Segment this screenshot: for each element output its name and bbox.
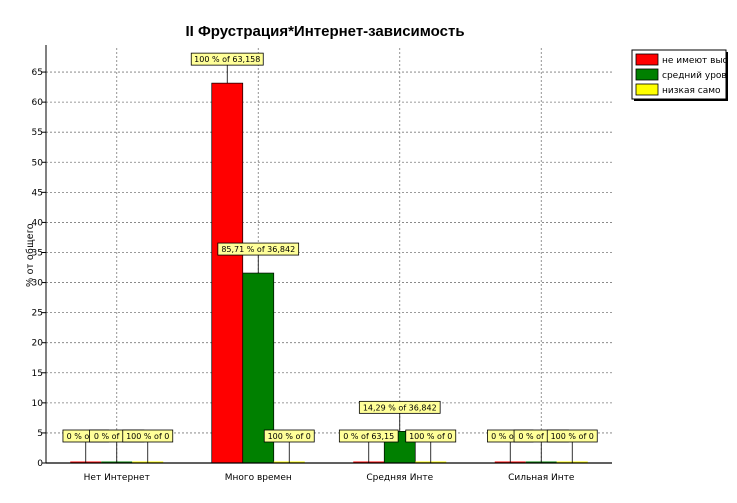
data-label-box bbox=[358, 400, 441, 414]
data-label: 100 % of 63,158 bbox=[194, 55, 260, 64]
data-label-box bbox=[190, 52, 264, 66]
y-tick-label: 20 bbox=[32, 339, 44, 349]
data-label-box bbox=[122, 429, 174, 443]
y-tick-label: 10 bbox=[32, 399, 44, 409]
axes: 0 5 10 15 20 25 30 35 40 45 50 55 60 65 Нет Интернет Мн… bbox=[32, 45, 612, 483]
legend-item: низкая само bbox=[662, 86, 721, 96]
x-tick-label: Средняя Инте bbox=[366, 473, 433, 483]
data-label: 100 % of 0 bbox=[268, 432, 311, 441]
y-tick-label: 30 bbox=[32, 279, 44, 289]
y-tick-label: 15 bbox=[32, 369, 43, 379]
legend: не имеют выс средний уров низкая само bbox=[631, 49, 728, 101]
bars bbox=[70, 82, 588, 464]
y-tick-label: 0 bbox=[37, 459, 43, 469]
data-label: 0 % of 63,15 bbox=[343, 432, 394, 441]
legend-swatch bbox=[635, 83, 659, 96]
legend-item: не имеют выс bbox=[662, 56, 728, 66]
y-tick-label: 35 bbox=[32, 248, 43, 258]
data-label: 14,29 % of 36,842 bbox=[363, 403, 437, 412]
legend-item: средний уров bbox=[662, 71, 727, 81]
data-label: 0 % of 36,8 bbox=[94, 432, 140, 441]
data-label-box bbox=[217, 242, 300, 256]
data-label-box bbox=[405, 429, 457, 443]
data-label: 0 % of 63 bbox=[67, 432, 105, 441]
data-label-box bbox=[338, 429, 399, 443]
data-label-box bbox=[546, 429, 598, 443]
x-tick-label: Много времен bbox=[225, 473, 292, 483]
legend-swatch bbox=[635, 53, 659, 66]
data-label: 100 % of 0 bbox=[551, 432, 594, 441]
y-tick-label: 45 bbox=[32, 188, 43, 198]
data-label-box bbox=[263, 429, 315, 443]
data-label: 0 % of 63 bbox=[491, 432, 529, 441]
legend-swatch bbox=[635, 68, 659, 81]
data-label: 100 % of 0 bbox=[409, 432, 452, 441]
y-tick-label: 50 bbox=[32, 158, 44, 168]
data-label: 100 % of 0 bbox=[126, 432, 169, 441]
x-tick-label: Нет Интернет bbox=[84, 473, 150, 483]
bar bbox=[211, 82, 244, 464]
chart-title: II Фрустрация*Интернет-зависимость bbox=[185, 23, 464, 40]
y-tick-label: 65 bbox=[32, 68, 43, 78]
x-tick-label: Сильная Инте bbox=[508, 473, 575, 483]
y-tick-label: 5 bbox=[37, 429, 43, 439]
data-label: 85,71 % of 36,842 bbox=[221, 245, 295, 254]
data-label: 0 % of 36,8 bbox=[518, 432, 564, 441]
y-tick-label: 40 bbox=[32, 218, 44, 228]
y-tick-label: 25 bbox=[32, 309, 43, 319]
y-tick-label: 60 bbox=[32, 98, 44, 108]
y-tick-label: 55 bbox=[32, 128, 43, 138]
y-axis-label: % от общего bbox=[24, 223, 36, 287]
gridlines bbox=[46, 48, 612, 463]
